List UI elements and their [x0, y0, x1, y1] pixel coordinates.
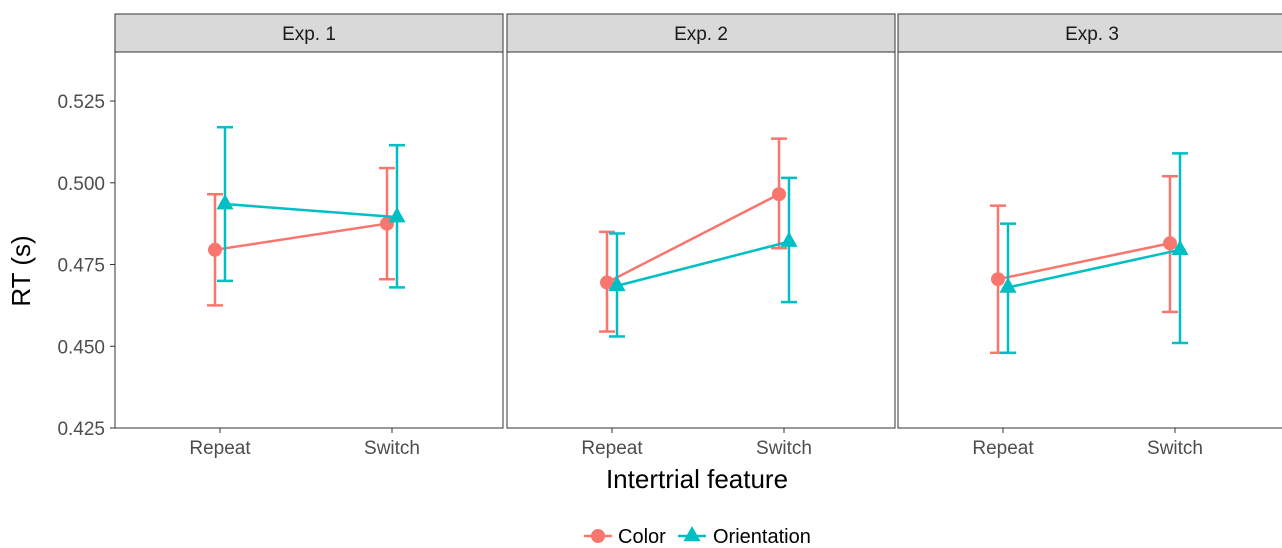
x-tick-label: Switch — [364, 438, 420, 459]
facet-title: Exp. 3 — [1065, 24, 1119, 45]
x-axis-title: Intertrial feature — [606, 464, 788, 494]
series-line-color — [214, 222, 388, 252]
panel-border — [897, 51, 1282, 429]
data-point-orientation — [1171, 239, 1189, 256]
x-tick-label: Switch — [1147, 438, 1203, 459]
data-point-color — [208, 242, 222, 257]
x-tick-label: Repeat — [581, 438, 643, 459]
facet-strip — [897, 13, 1282, 53]
series-line-color — [606, 193, 780, 284]
series-line-color — [997, 242, 1171, 281]
series-line-orientation — [1007, 248, 1181, 289]
legend-label: Color — [618, 526, 666, 548]
data-point-color — [991, 272, 1005, 287]
data-point-orientation — [780, 231, 798, 247]
data-point-orientation — [608, 275, 626, 292]
series-line-orientation — [616, 240, 790, 287]
x-tick-label: Repeat — [972, 438, 1034, 459]
y-tick-label: 0.500 — [57, 174, 105, 195]
series-line-orientation — [224, 202, 398, 219]
data-point-color — [772, 187, 786, 202]
panel-border — [506, 51, 896, 429]
legend-label: Orientation — [713, 526, 811, 548]
facet-panel: Exp. 1 Repeat Switch — [114, 13, 504, 459]
facet-title: Exp. 2 — [674, 24, 728, 45]
data-point-color — [1163, 236, 1177, 251]
y-tick-label: 0.475 — [57, 256, 105, 277]
y-tick-label: 0.425 — [57, 419, 105, 440]
data-point-orientation — [216, 194, 234, 210]
data-point-color — [600, 275, 614, 290]
y-tick-label: 0.450 — [57, 337, 105, 358]
panel-border — [114, 51, 504, 429]
data-point-orientation — [388, 207, 406, 223]
legend-key-triangle — [683, 526, 701, 542]
y-tick-label: 0.525 — [57, 92, 105, 113]
data-point-orientation — [999, 277, 1017, 293]
x-tick-label: Switch — [756, 438, 812, 459]
legend: Color Orientation — [584, 526, 811, 548]
y-axis-title: RT (s) — [6, 235, 36, 306]
legend-key-circle — [591, 529, 605, 543]
x-tick-label: Repeat — [189, 438, 251, 459]
facet-panel: Exp. 2 Repeat Switch — [506, 13, 896, 459]
facet-title: Exp. 1 — [282, 24, 336, 45]
facet-panel: Exp. 3 Repeat Switch — [897, 13, 1282, 459]
